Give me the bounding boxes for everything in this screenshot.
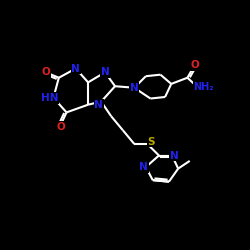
Text: NH₂: NH₂ — [193, 82, 214, 92]
Text: O: O — [191, 60, 200, 70]
Text: N: N — [130, 83, 139, 93]
Text: N: N — [170, 150, 179, 160]
Text: N: N — [101, 67, 110, 77]
Text: N: N — [94, 100, 103, 110]
Text: N: N — [139, 162, 148, 172]
Text: O: O — [57, 122, 66, 132]
Text: S: S — [148, 137, 155, 147]
Text: O: O — [41, 67, 50, 77]
Text: N: N — [72, 64, 80, 74]
Text: HN: HN — [41, 93, 58, 103]
